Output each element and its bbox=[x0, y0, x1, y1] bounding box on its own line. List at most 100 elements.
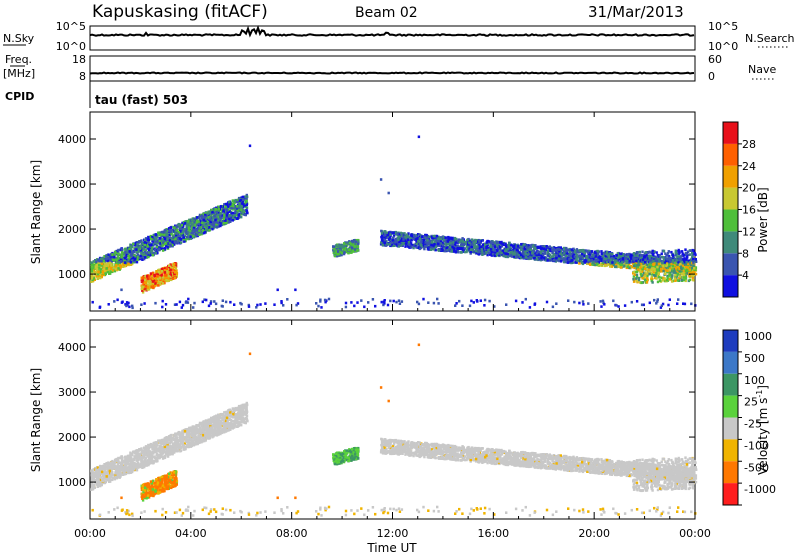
data-cell bbox=[92, 260, 95, 263]
data-cell bbox=[110, 265, 113, 269]
data-cell bbox=[151, 235, 154, 239]
data-cell bbox=[139, 254, 142, 258]
data-cell bbox=[539, 251, 543, 255]
data-cell bbox=[232, 208, 235, 211]
data-cell bbox=[120, 248, 124, 251]
data-cell bbox=[565, 246, 568, 250]
data-cell bbox=[192, 223, 195, 226]
freq-unit-label: [MHz] bbox=[3, 67, 35, 80]
data-cell bbox=[338, 246, 341, 250]
data-cell bbox=[191, 219, 194, 223]
data-cell bbox=[479, 241, 482, 245]
data-cell bbox=[628, 252, 631, 256]
data-cell bbox=[94, 266, 97, 269]
data-cell bbox=[105, 257, 108, 261]
data-cell bbox=[186, 223, 189, 227]
data-cell bbox=[207, 213, 211, 217]
data-cell bbox=[200, 214, 204, 217]
data-cell bbox=[135, 248, 138, 251]
data-cell bbox=[481, 243, 485, 247]
data-cell bbox=[129, 263, 132, 266]
data-cell bbox=[150, 249, 153, 252]
data-cell bbox=[228, 217, 231, 221]
data-cell bbox=[163, 271, 167, 274]
data-cell bbox=[151, 252, 154, 255]
data-cell bbox=[188, 218, 191, 222]
data-cell bbox=[576, 250, 579, 254]
data-cell bbox=[555, 254, 558, 257]
data-cell bbox=[337, 245, 340, 249]
data-cell bbox=[104, 265, 107, 268]
data-cell bbox=[143, 243, 147, 247]
data-cell bbox=[415, 234, 418, 237]
data-cell bbox=[543, 257, 546, 260]
data-cell bbox=[601, 264, 604, 267]
data-cell bbox=[604, 257, 607, 260]
data-cell bbox=[195, 233, 198, 237]
data-cell bbox=[480, 248, 483, 251]
data-cell bbox=[600, 250, 603, 253]
nsearch-tick-bottom: 10^0 bbox=[708, 40, 738, 53]
data-cell bbox=[205, 228, 208, 231]
data-cell bbox=[380, 232, 384, 235]
data-cell bbox=[144, 249, 147, 252]
data-cell bbox=[236, 216, 239, 220]
data-cell bbox=[435, 238, 438, 242]
data-cell bbox=[147, 246, 150, 250]
cpid-label: CPID bbox=[5, 90, 34, 103]
data-cell bbox=[141, 276, 144, 280]
data-cell bbox=[506, 243, 509, 247]
data-cell bbox=[231, 216, 235, 219]
data-cell bbox=[141, 249, 144, 252]
data-cell bbox=[226, 203, 229, 206]
data-cell bbox=[605, 250, 609, 254]
data-cell bbox=[181, 236, 184, 239]
data-cell bbox=[343, 244, 346, 247]
data-cell bbox=[97, 270, 100, 274]
data-cell bbox=[193, 229, 196, 232]
data-cell bbox=[215, 215, 218, 218]
data-cell bbox=[189, 237, 192, 240]
data-cell bbox=[171, 240, 174, 244]
data-cell bbox=[191, 231, 194, 235]
data-cell bbox=[99, 276, 102, 280]
data-cell bbox=[695, 260, 698, 263]
data-cell bbox=[435, 234, 439, 238]
data-cell bbox=[626, 258, 629, 261]
data-cell bbox=[116, 265, 119, 268]
data-cell bbox=[500, 242, 503, 246]
data-cell bbox=[340, 251, 343, 255]
data-cell bbox=[224, 217, 228, 220]
data-cell bbox=[192, 228, 195, 232]
data-cell bbox=[244, 195, 247, 198]
data-cell bbox=[240, 205, 244, 208]
data-cell bbox=[493, 254, 496, 258]
data-cell bbox=[343, 242, 346, 245]
data-cell bbox=[92, 270, 95, 274]
data-cell bbox=[233, 214, 237, 217]
data-cell bbox=[189, 235, 192, 239]
data-cell bbox=[213, 214, 216, 218]
data-cell bbox=[169, 268, 172, 272]
data-cell bbox=[197, 222, 201, 226]
data-cell bbox=[420, 235, 424, 238]
data-cell bbox=[529, 248, 533, 251]
data-cell bbox=[528, 245, 531, 249]
data-cell bbox=[212, 211, 216, 215]
data-cell bbox=[334, 251, 337, 254]
data-cell bbox=[397, 236, 400, 240]
data-cell bbox=[177, 239, 181, 242]
data-cell bbox=[158, 231, 161, 234]
data-cell bbox=[580, 252, 584, 256]
data-cell bbox=[135, 242, 138, 246]
data-cell bbox=[214, 225, 217, 229]
data-cell bbox=[169, 273, 172, 277]
data-cell bbox=[575, 248, 579, 251]
data-cell bbox=[189, 222, 192, 225]
data-cell bbox=[123, 256, 127, 260]
data-cell bbox=[575, 254, 579, 257]
data-cell bbox=[146, 286, 150, 289]
data-cell bbox=[187, 234, 190, 238]
data-cell bbox=[596, 258, 599, 262]
data-cell bbox=[195, 219, 199, 222]
